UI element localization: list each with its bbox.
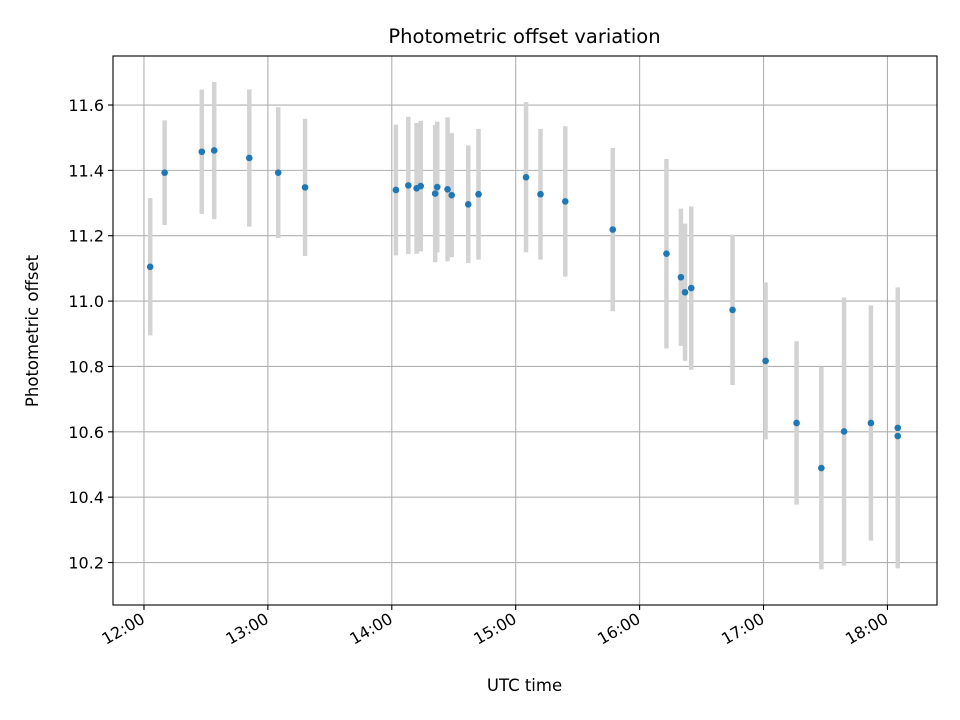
y-tick-label: 11.4 — [68, 161, 104, 180]
data-point — [405, 182, 412, 189]
x-tick-label: 15:00 — [470, 609, 519, 649]
data-point — [161, 169, 168, 176]
data-point — [793, 419, 800, 427]
data-points — [146, 147, 902, 472]
x-tick-label: 13:00 — [222, 609, 271, 649]
data-point — [729, 306, 736, 314]
y-tick-label: 10.4 — [68, 488, 104, 507]
plot-frame — [112, 55, 938, 606]
data-point — [681, 288, 689, 296]
x-axis-ticks: 12:00 13:00 14:00 15:00 16:00 17:00 18:00 — [99, 605, 891, 649]
data-point — [561, 198, 569, 205]
data-point — [818, 464, 825, 472]
x-tick-label: 16:00 — [594, 609, 643, 649]
data-point — [522, 173, 530, 181]
data-point — [444, 186, 451, 193]
y-tick-label: 11.0 — [68, 292, 104, 311]
y-tick-label: 10.8 — [68, 357, 104, 376]
data-point — [198, 148, 206, 156]
x-tick-label: 12:00 — [99, 609, 148, 649]
data-point — [392, 186, 400, 194]
x-tick-label: 18:00 — [842, 609, 891, 649]
error-bars — [147, 81, 901, 570]
data-point — [840, 428, 848, 435]
y-tick-label: 10.6 — [68, 423, 104, 442]
x-tick-label: 14:00 — [346, 609, 395, 649]
data-point — [867, 419, 875, 427]
y-axis-label: Photometric offset — [23, 254, 42, 407]
data-point — [677, 273, 685, 281]
data-point — [274, 169, 282, 176]
y-tick-label: 11.6 — [68, 96, 104, 115]
data-point — [537, 190, 544, 198]
y-tick-label: 10.2 — [68, 554, 104, 573]
data-point — [433, 183, 441, 191]
y-tick-label: 11.2 — [68, 227, 104, 246]
data-point — [246, 154, 253, 162]
data-point — [687, 284, 695, 292]
data-point — [146, 263, 154, 271]
y-axis-ticks: 10.2 10.4 10.6 10.8 11.0 11.2 11.4 11.6 — [68, 96, 113, 573]
data-point — [417, 182, 425, 190]
chart-title: Photometric offset variation — [388, 25, 660, 48]
data-point — [894, 424, 902, 432]
data-point — [301, 184, 309, 191]
x-tick-label: 17:00 — [718, 609, 767, 649]
data-point — [609, 226, 617, 233]
data-point — [762, 357, 769, 365]
data-point — [210, 147, 218, 154]
data-point — [663, 250, 670, 258]
x-axis-label: UTC time — [487, 676, 562, 695]
data-point — [464, 201, 472, 208]
data-point — [894, 432, 902, 440]
data-point — [431, 190, 439, 197]
data-point — [475, 190, 482, 198]
data-point — [448, 191, 455, 199]
